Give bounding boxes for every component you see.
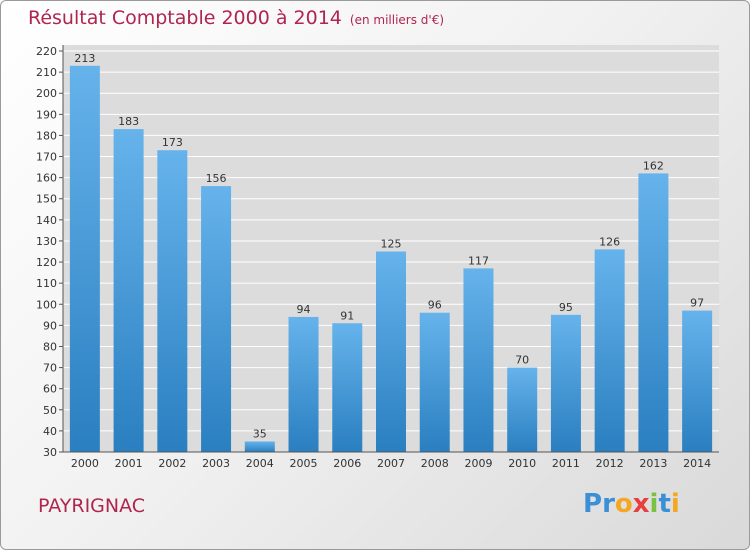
title-unit: (en milliers d'€): [349, 13, 445, 27]
bar-value-label: 97: [690, 297, 704, 310]
bar-value-label: 156: [206, 172, 227, 185]
title-main: Résultat Comptable 2000 à 2014: [28, 7, 342, 29]
proxiti-logo[interactable]: Proxiti: [583, 489, 680, 519]
x-tick-label: 2010: [508, 457, 536, 470]
bar: [332, 323, 363, 452]
bar: [682, 310, 713, 452]
bar-value-label: 70: [515, 354, 529, 367]
bar-value-label: 35: [253, 427, 267, 440]
x-tick-label: 2004: [246, 457, 274, 470]
y-tick-label: 60: [43, 383, 57, 396]
y-tick-label: 220: [36, 45, 57, 58]
bar-value-label: 95: [559, 301, 573, 314]
x-tick-label: 2001: [115, 457, 143, 470]
x-tick-label: 2008: [421, 457, 449, 470]
bar-value-label: 117: [468, 254, 489, 267]
bar-value-label: 173: [162, 136, 183, 149]
bar-value-label: 94: [297, 303, 311, 316]
y-tick-label: 150: [36, 193, 57, 206]
logo-letter: i: [670, 489, 680, 519]
x-tick-label: 2013: [639, 457, 667, 470]
bar: [550, 314, 581, 452]
logo-letter: o: [614, 489, 633, 519]
bar: [113, 129, 144, 452]
y-tick-label: 40: [43, 425, 57, 438]
x-tick-label: 2014: [683, 457, 711, 470]
y-tick-label: 140: [36, 214, 57, 227]
bar: [69, 65, 100, 452]
bar: [288, 316, 319, 452]
logo-letter: P: [583, 489, 603, 519]
y-tick-label: 130: [36, 235, 57, 248]
y-tick-label: 120: [36, 256, 57, 269]
y-tick-label: 30: [43, 446, 57, 459]
x-tick-label: 2006: [333, 457, 361, 470]
x-tick-label: 2011: [552, 457, 580, 470]
bar-value-label: 125: [381, 238, 402, 251]
commune-name: PAYRIGNAC: [38, 495, 146, 517]
logo-letter: t: [658, 489, 671, 519]
bar: [463, 268, 494, 452]
bar-value-label: 126: [599, 235, 620, 248]
y-tick-label: 100: [36, 298, 57, 311]
x-tick-label: 2003: [202, 457, 230, 470]
y-tick-label: 200: [36, 87, 57, 100]
x-tick-label: 2000: [71, 457, 99, 470]
bar: [244, 441, 275, 452]
logo-letter: i: [649, 489, 659, 519]
y-tick-label: 80: [43, 340, 57, 353]
bar-value-label: 213: [74, 52, 95, 65]
bar-value-label: 183: [118, 115, 139, 128]
bar: [419, 312, 450, 452]
y-tick-label: 50: [43, 404, 57, 417]
logo-letter: x: [632, 489, 650, 519]
bar-value-label: 162: [643, 159, 664, 172]
chart-title: Résultat Comptable 2000 à 2014 (en millie…: [28, 7, 444, 29]
axes: 30 40 50 60 70 80 90 100 110 120 130 140 150 160 170 18…: [36, 45, 719, 470]
x-tick-label: 2012: [596, 457, 624, 470]
bar-value-label: 91: [340, 309, 354, 322]
x-tick-label: 2007: [377, 457, 405, 470]
bar: [201, 186, 232, 453]
bar: [638, 173, 669, 452]
y-tick-label: 90: [43, 319, 57, 332]
y-tick-label: 160: [36, 172, 57, 185]
y-tick-label: 210: [36, 66, 57, 79]
bar: [157, 150, 188, 452]
bar: [507, 367, 538, 452]
y-tick-label: 170: [36, 151, 57, 164]
y-tick-label: 110: [36, 277, 57, 290]
bar: [376, 251, 406, 452]
x-tick-label: 2002: [158, 457, 186, 470]
y-tick-label: 190: [36, 108, 57, 121]
bar: [594, 249, 625, 452]
x-tick-label: 2005: [290, 457, 318, 470]
y-tick-label: 70: [43, 362, 57, 375]
y-tick-label: 180: [36, 129, 57, 142]
logo-letter: r: [602, 489, 615, 519]
bars: 213 183 173 156 35 94 91 125 96 117 70 95 126 162 97: [69, 52, 713, 453]
bar-value-label: 96: [428, 299, 442, 312]
x-tick-label: 2009: [464, 457, 492, 470]
